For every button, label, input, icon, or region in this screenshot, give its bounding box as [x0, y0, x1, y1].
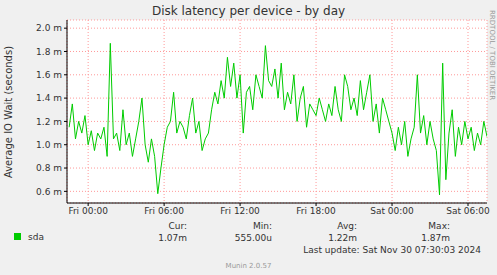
svg-text:0.6 m: 0.6 m [36, 187, 62, 197]
svg-text:1.6 m: 1.6 m [36, 70, 62, 80]
svg-text:1.07m: 1.07m [158, 233, 187, 243]
svg-text:1.22m: 1.22m [328, 233, 357, 243]
svg-text:sda: sda [28, 232, 44, 242]
svg-text:Avg:: Avg: [337, 221, 357, 231]
svg-text:1.2 m: 1.2 m [36, 117, 62, 127]
svg-text:2.0 m: 2.0 m [36, 23, 62, 33]
svg-text:0.8 m: 0.8 m [36, 163, 62, 173]
svg-text:Sat 06:00: Sat 06:00 [446, 206, 489, 216]
svg-text:Sat 00:00: Sat 00:00 [370, 206, 414, 216]
svg-text:Fri 18:00: Fri 18:00 [296, 206, 336, 216]
svg-text:RRDTOOL / TOBI OETIKER: RRDTOOL / TOBI OETIKER [488, 10, 489, 100]
svg-text:Cur:: Cur: [168, 221, 187, 231]
svg-text:Munin 2.0.57: Munin 2.0.57 [226, 262, 272, 270]
svg-text:Fri 12:00: Fri 12:00 [220, 206, 260, 216]
svg-text:Max:: Max: [428, 221, 450, 231]
svg-text:Fri 00:00: Fri 00:00 [68, 206, 108, 216]
svg-text:Average IO Wait (seconds): Average IO Wait (seconds) [8, 46, 14, 178]
svg-text:1.8 m: 1.8 m [36, 47, 62, 57]
svg-text:1.0 m: 1.0 m [36, 140, 62, 150]
svg-text:555.00u: 555.00u [235, 233, 272, 243]
svg-text:Disk latency per device - by d: Disk latency per device - by day [152, 4, 345, 18]
svg-text:1.87m: 1.87m [421, 233, 450, 243]
svg-text:Last update: Sat Nov 30 07:30:: Last update: Sat Nov 30 07:30:03 2024 [303, 245, 481, 255]
svg-text:Fri 06:00: Fri 06:00 [144, 206, 184, 216]
svg-text:Min:: Min: [253, 221, 272, 231]
svg-text:1.4 m: 1.4 m [36, 93, 62, 103]
